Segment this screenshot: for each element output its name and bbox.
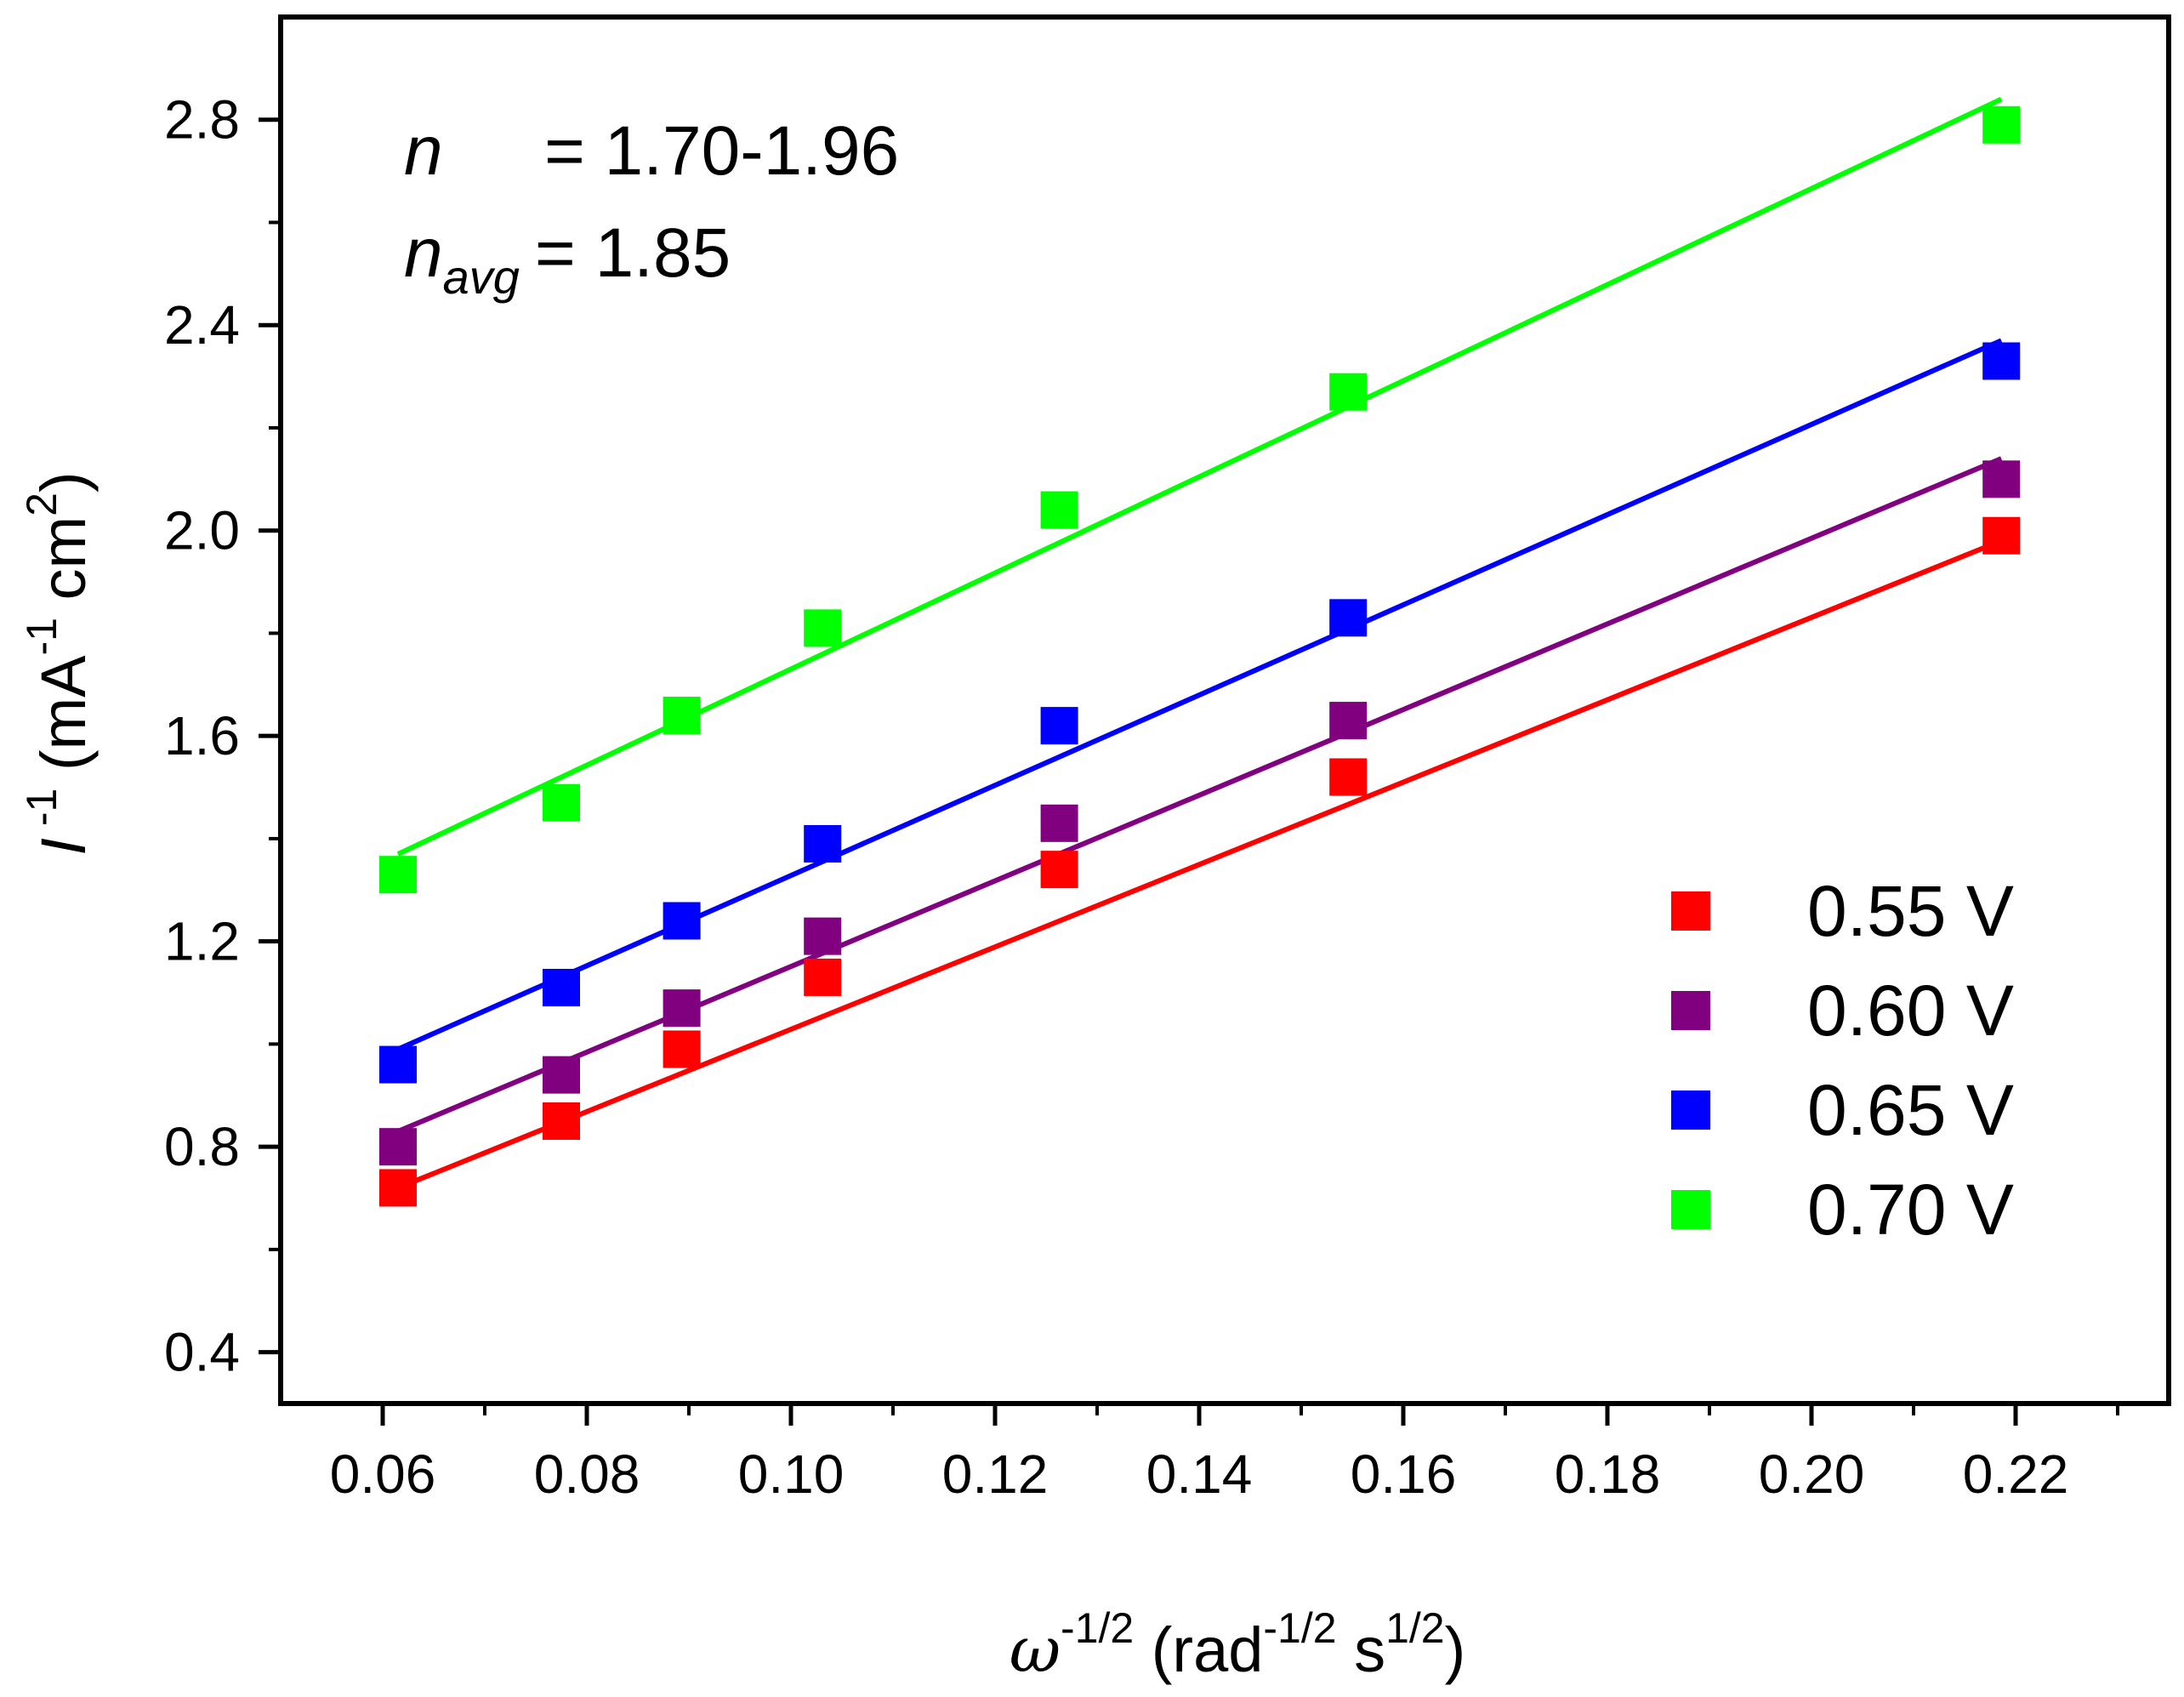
legend-label: 0.70 V — [1807, 1170, 2014, 1250]
data-point-065 — [663, 902, 701, 940]
fit-line-070 — [396, 96, 2003, 857]
legend-swatch — [1671, 991, 1710, 1030]
svg-text:n= 1.70-1.96: n = 1.70-1.96 — [404, 112, 899, 190]
data-point-055 — [663, 1030, 701, 1068]
data-point-070 — [1329, 373, 1368, 411]
data-point-060 — [1329, 702, 1368, 740]
plot-frame — [278, 14, 2171, 1406]
y-axis-label: I -1 (mA-1 cm2) — [18, 471, 99, 855]
annotation-n-avg: navg = 1.85 — [404, 214, 731, 304]
data-point-070 — [804, 609, 842, 647]
data-point-065 — [543, 969, 580, 1006]
fit-line-065 — [396, 338, 2003, 1052]
legend-label: 0.65 V — [1807, 1070, 2014, 1150]
x-tick-label: 0.22 — [1963, 1444, 2069, 1505]
x-tick-label: 0.16 — [1351, 1444, 1457, 1505]
data-point-065 — [1040, 707, 1078, 745]
legend-label: 0.55 V — [1807, 871, 2014, 951]
y-tick-label: 1.6 — [164, 705, 240, 766]
data-markers — [379, 105, 2021, 1207]
y-tick-label: 2.8 — [164, 89, 240, 151]
data-point-055 — [1040, 851, 1078, 889]
data-point-065 — [1982, 342, 2021, 380]
fit-line-055 — [396, 538, 2003, 1191]
data-point-060 — [1982, 460, 2021, 498]
data-point-070 — [1982, 105, 2021, 144]
data-point-065 — [1329, 599, 1368, 637]
data-point-070 — [663, 697, 701, 735]
legend-swatch — [1671, 1091, 1710, 1130]
x-tick-label: 0.08 — [534, 1444, 640, 1505]
x-tick-label: 0.18 — [1555, 1444, 1661, 1505]
fit-line-060 — [396, 456, 2003, 1134]
legend-swatch — [1671, 891, 1710, 931]
x-tick-label: 0.10 — [738, 1444, 845, 1505]
data-point-060 — [379, 1128, 417, 1166]
svg-text:navg= 1.85: navg = 1.85 — [404, 214, 731, 304]
data-point-055 — [379, 1169, 417, 1207]
data-point-055 — [1329, 758, 1368, 796]
y-tick-label: 0.8 — [164, 1116, 240, 1177]
data-point-070 — [1040, 491, 1078, 529]
legend: 0.55 V 0.60 V 0.65 V 0.70 V — [1671, 871, 2014, 1250]
data-point-060 — [543, 1056, 580, 1094]
data-point-055 — [543, 1102, 580, 1140]
data-point-060 — [1040, 804, 1078, 842]
y-tick-label: 2.0 — [164, 500, 240, 561]
data-point-055 — [1982, 516, 2021, 555]
data-point-060 — [804, 917, 842, 955]
data-point-070 — [543, 783, 580, 822]
data-point-065 — [379, 1045, 417, 1084]
data-point-065 — [804, 824, 842, 863]
y-tick-label: 2.4 — [164, 294, 240, 356]
legend-swatch — [1671, 1190, 1710, 1229]
legend-label: 0.60 V — [1807, 971, 2014, 1051]
x-tick-label: 0.06 — [330, 1444, 436, 1505]
x-tick-label: 0.12 — [942, 1444, 1049, 1505]
data-point-055 — [804, 958, 842, 996]
y-tick-label: 1.2 — [164, 911, 240, 972]
data-point-070 — [379, 856, 417, 894]
data-point-060 — [663, 989, 701, 1028]
annotation-n-range: n = 1.70-1.96 — [404, 112, 899, 190]
x-tick-label: 0.14 — [1146, 1444, 1253, 1505]
y-tick-label: 0.4 — [164, 1322, 240, 1383]
axis-ticks: 0.06 0.08 0.10 0.12 0.14 0.16 0.18 0.20 0.22 0.4 0… — [164, 89, 2119, 1505]
x-axis-label: ω-1/2 (rad-1/2 s1/2) — [1010, 1604, 1466, 1687]
x-tick-label: 0.20 — [1759, 1444, 1865, 1505]
